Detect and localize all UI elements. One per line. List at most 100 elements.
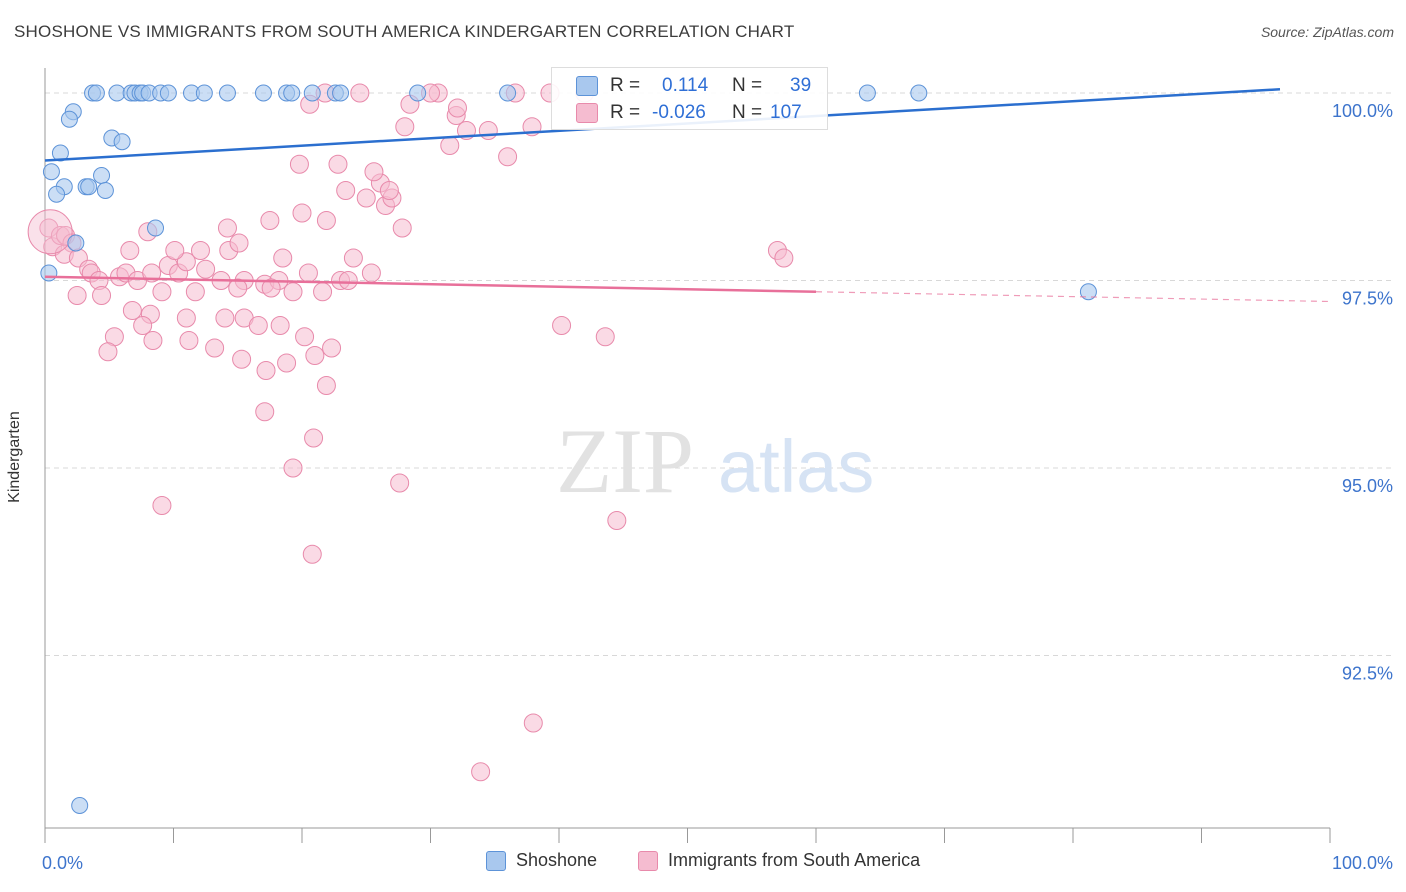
blue-point [67,234,85,252]
pink-point [179,331,199,350]
stats-blue-r: 0.114 [662,75,709,96]
pink-point [607,511,627,530]
stats-n-label: N = [732,102,763,123]
pink-point [152,496,172,515]
stats-legend: R = 0.114 N = 39 R = -0.026 N = 107 [551,67,828,130]
legend-label-shoshone: Shoshone [516,850,598,870]
stats-blue-n: 39 [790,75,812,96]
blue-point [80,178,98,196]
y-tick-label: 95.0% [1342,476,1393,496]
immigrants-trend-line [44,275,817,293]
pink-point [205,338,225,358]
blue-point [147,219,165,237]
x-tick-label: 100.0% [1332,853,1393,873]
blue-points [40,84,1097,814]
x-tick-labels: 0.0% 100.0% [42,853,1393,873]
grid-lines [45,92,1395,656]
pink-point [255,402,275,422]
pink-point [322,338,342,358]
y-tick-labels: 100.0% 97.5% 95.0% 92.5% [1332,101,1393,684]
pink-point [229,233,249,253]
pink-point [552,316,572,335]
pink-point [256,361,276,380]
pink-point [390,473,410,493]
pink-point [302,544,322,564]
pink-point [295,327,315,347]
axes [44,68,1331,843]
legend-item-shoshone[interactable]: Shoshone [486,850,597,871]
blue-point [87,84,105,102]
y-tick-label: 97.5% [1342,289,1393,309]
blue-point [40,264,58,282]
x-tick-label: 0.0% [42,853,83,873]
pink-point [176,308,196,328]
blue-point [1079,283,1097,301]
blue-point [195,84,213,102]
blue-point [254,84,272,102]
pink-point [27,209,73,255]
blue-point [218,84,236,102]
legend-swatch-blue [486,850,506,871]
pink-point [270,316,290,335]
pink-point [379,181,399,200]
pink-point [228,278,248,298]
pink-point [165,241,185,260]
stats-r-label: R = [610,102,641,123]
blue-point [93,167,111,184]
pink-point [316,211,336,230]
blue-point [113,133,131,151]
chart-source: Source: ZipAtlas.com [1260,24,1394,40]
pink-point [248,316,268,335]
pink-point [304,428,324,448]
pink-point [471,762,491,782]
pink-point [289,154,309,174]
pink-point [356,188,376,208]
pink-point [215,308,235,328]
watermark: ZIP atlas [556,410,874,512]
chart-title: SHOSHONE VS IMMIGRANTS FROM SOUTH AMERIC… [14,22,795,41]
stats-swatch-pink [576,103,598,123]
pink-point [498,147,518,167]
pink-point [447,98,467,118]
pink-point [361,263,381,283]
blue-point [303,84,321,102]
pink-point [774,248,794,268]
blue-point [96,182,114,199]
pink-point [336,181,356,200]
pink-point [392,218,412,238]
blue-point [858,84,876,102]
pink-point [298,263,318,283]
pink-point [261,278,281,298]
stats-row-shoshone: R = 0.114 N = 39 [552,73,829,99]
pink-point [277,353,297,373]
blue-point [499,84,517,102]
pink-point [120,241,140,260]
immigrants-trend-line-dashed [815,291,1331,303]
legend-item-immigrants[interactable]: Immigrants from South America [638,850,920,871]
pink-point [364,162,384,182]
pink-point [395,117,415,137]
pink-point [305,346,325,365]
pink-point [283,458,303,478]
pink-point [217,218,237,238]
pink-point [316,376,336,395]
legend-swatch-pink [638,850,658,871]
pink-point [152,282,172,302]
watermark-zip: ZIP [556,410,694,512]
pink-point [273,248,293,268]
pink-point [350,83,370,103]
pink-point [67,286,87,305]
pink-point [292,203,312,223]
stats-swatch-blue [576,76,598,96]
stats-r-label: R = [610,75,641,96]
blue-point [409,84,427,102]
pink-point [343,248,363,268]
pink-point [595,327,615,347]
blue-point [910,84,928,102]
legend-label-immigrants: Immigrants from South America [668,850,921,870]
pink-point [523,713,543,733]
blue-point [51,144,69,162]
stats-n-label: N = [732,75,763,96]
blue-point [283,84,301,102]
